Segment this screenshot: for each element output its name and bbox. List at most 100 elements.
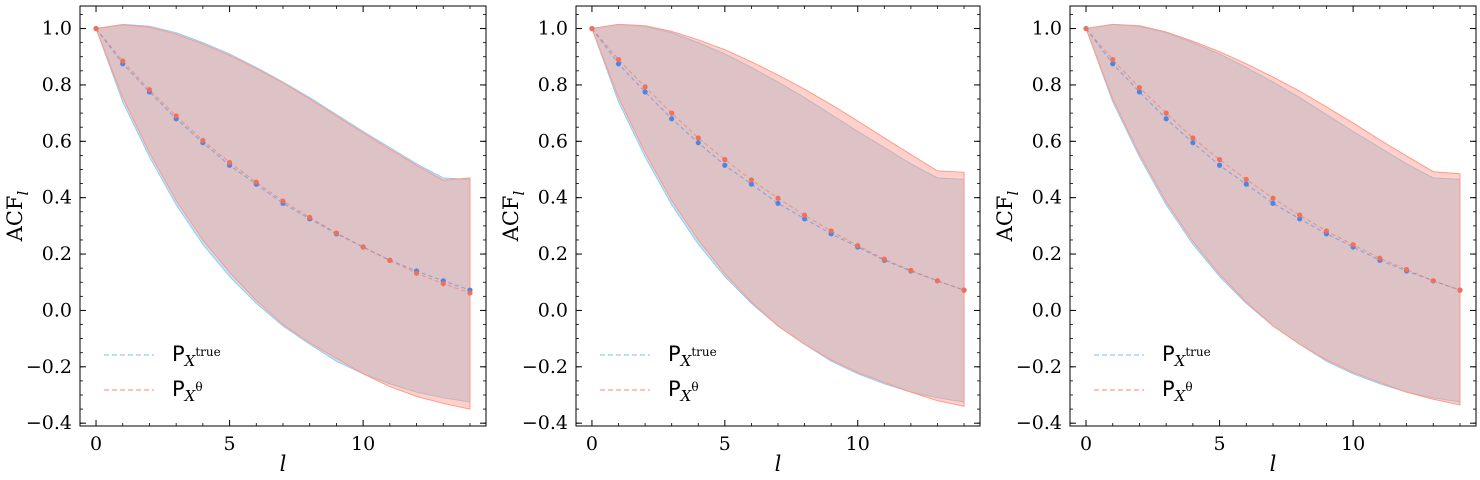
data-point-theta xyxy=(881,256,887,262)
y-tick-label: −0.4 xyxy=(522,412,568,434)
data-point-theta xyxy=(253,179,259,185)
y-tick-label: 0.0 xyxy=(1032,299,1062,321)
x-tick-label: 0 xyxy=(90,433,102,455)
y-tick-label: 0.2 xyxy=(538,243,568,265)
data-point-true xyxy=(642,89,648,95)
y-axis-label: ACFl xyxy=(993,191,1022,243)
y-tick-label: 1.0 xyxy=(538,18,568,40)
y-axis-label-subscript: l xyxy=(1004,191,1022,196)
data-point-theta xyxy=(467,290,473,296)
x-axis-label: l xyxy=(280,452,287,476)
data-point-theta xyxy=(1270,195,1276,201)
y-tick-label: 0.4 xyxy=(538,187,568,209)
data-point-theta xyxy=(1083,25,1089,32)
data-point-theta xyxy=(1190,135,1196,141)
data-point-theta xyxy=(801,212,808,218)
data-point-theta xyxy=(615,56,622,63)
legend-subscript: X xyxy=(1174,352,1187,370)
data-point-theta xyxy=(387,257,393,264)
y-tick-label: −0.4 xyxy=(26,412,72,434)
data-point-theta xyxy=(1297,212,1303,218)
data-point-true xyxy=(615,61,622,67)
x-axis-label: l xyxy=(1270,452,1277,476)
y-tick-label: 1.0 xyxy=(42,18,72,40)
legend-subscript: X xyxy=(184,352,197,370)
y-tick-label: 1.0 xyxy=(1032,18,1062,40)
legend-symbol: P xyxy=(172,342,185,366)
legend-symbol: P xyxy=(1162,377,1175,401)
data-point-true xyxy=(748,181,755,187)
y-tick-label: 0.4 xyxy=(1032,187,1062,209)
legend-subscript: X xyxy=(1174,387,1187,405)
data-point-theta xyxy=(961,287,967,293)
legend-subscript: X xyxy=(184,387,197,405)
data-point-theta xyxy=(226,159,233,166)
legend-subscript: X xyxy=(680,387,693,405)
y-tick-label: 0.6 xyxy=(538,130,568,152)
data-point-theta xyxy=(748,177,755,183)
data-point-theta xyxy=(908,267,914,274)
data-point-true xyxy=(1163,116,1169,122)
data-point-theta xyxy=(93,25,99,32)
y-axis-label: ACFl xyxy=(499,191,528,243)
y-tick-label: 0.0 xyxy=(42,299,72,321)
data-point-theta xyxy=(1403,266,1410,273)
y-tick-label: 0.4 xyxy=(42,187,72,209)
legend-superscript: θ xyxy=(195,380,202,394)
chart-panel-3: −0.4−0.20.00.20.40.60.81.00 5 10lACFlPXtru… xyxy=(993,5,1477,476)
legend-label-true: PXtrue xyxy=(1162,342,1211,370)
y-tick-label: −0.2 xyxy=(1016,356,1062,378)
x-tick-label: 0 xyxy=(1080,433,1092,455)
data-point-true xyxy=(775,200,781,206)
data-point-theta xyxy=(695,135,701,141)
data-point-theta xyxy=(855,242,861,249)
data-point-theta xyxy=(1350,242,1356,248)
y-tick-label: 0.6 xyxy=(42,130,72,152)
data-point-true xyxy=(669,116,675,122)
y-tick-label: 0.0 xyxy=(538,299,568,321)
y-axis-label-text: ACF xyxy=(993,196,1017,243)
data-point-true xyxy=(1216,162,1223,168)
y-axis-label-subscript: l xyxy=(14,191,32,196)
x-tick-label: 5 xyxy=(719,433,731,455)
legend-superscript: true xyxy=(195,345,220,359)
confidence-band-theta xyxy=(1085,23,1461,406)
legend-label-true: PXtrue xyxy=(668,342,717,370)
x-tick-label: 10 xyxy=(1341,433,1365,455)
x-tick-label: 5 xyxy=(224,433,236,455)
y-axis-label-text: ACF xyxy=(3,196,27,243)
data-point-theta xyxy=(1110,56,1116,63)
data-point-true xyxy=(1110,61,1116,67)
data-point-true xyxy=(1243,181,1249,187)
data-point-true xyxy=(1297,216,1303,222)
y-axis-label-text: ACF xyxy=(499,196,523,243)
data-point-theta xyxy=(1457,287,1463,293)
legend-symbol: P xyxy=(668,377,681,401)
legend-superscript: θ xyxy=(691,380,698,394)
y-tick-label: 0.2 xyxy=(42,243,72,265)
data-point-theta xyxy=(722,157,728,163)
confidence-band-theta xyxy=(95,24,471,410)
legend-superscript: θ xyxy=(1185,380,1192,394)
y-axis-label-subscript: l xyxy=(510,191,528,196)
y-tick-label: 0.6 xyxy=(1032,130,1062,152)
legend-symbol: P xyxy=(668,342,681,366)
legend-subscript: X xyxy=(680,352,693,370)
data-point-true xyxy=(1136,89,1143,95)
data-point-theta xyxy=(934,278,941,284)
data-point-theta xyxy=(120,58,126,64)
y-tick-label: −0.2 xyxy=(522,356,568,378)
data-point-theta xyxy=(280,198,286,204)
data-point-theta xyxy=(333,230,340,236)
data-point-true xyxy=(801,216,808,222)
legend-superscript: true xyxy=(1185,345,1210,359)
confidence-band-theta xyxy=(591,23,965,407)
data-point-true xyxy=(695,140,701,146)
x-tick-label: 0 xyxy=(586,433,598,455)
data-point-true xyxy=(1270,200,1276,206)
legend-superscript: true xyxy=(691,345,716,359)
legend-symbol: P xyxy=(1162,342,1175,366)
